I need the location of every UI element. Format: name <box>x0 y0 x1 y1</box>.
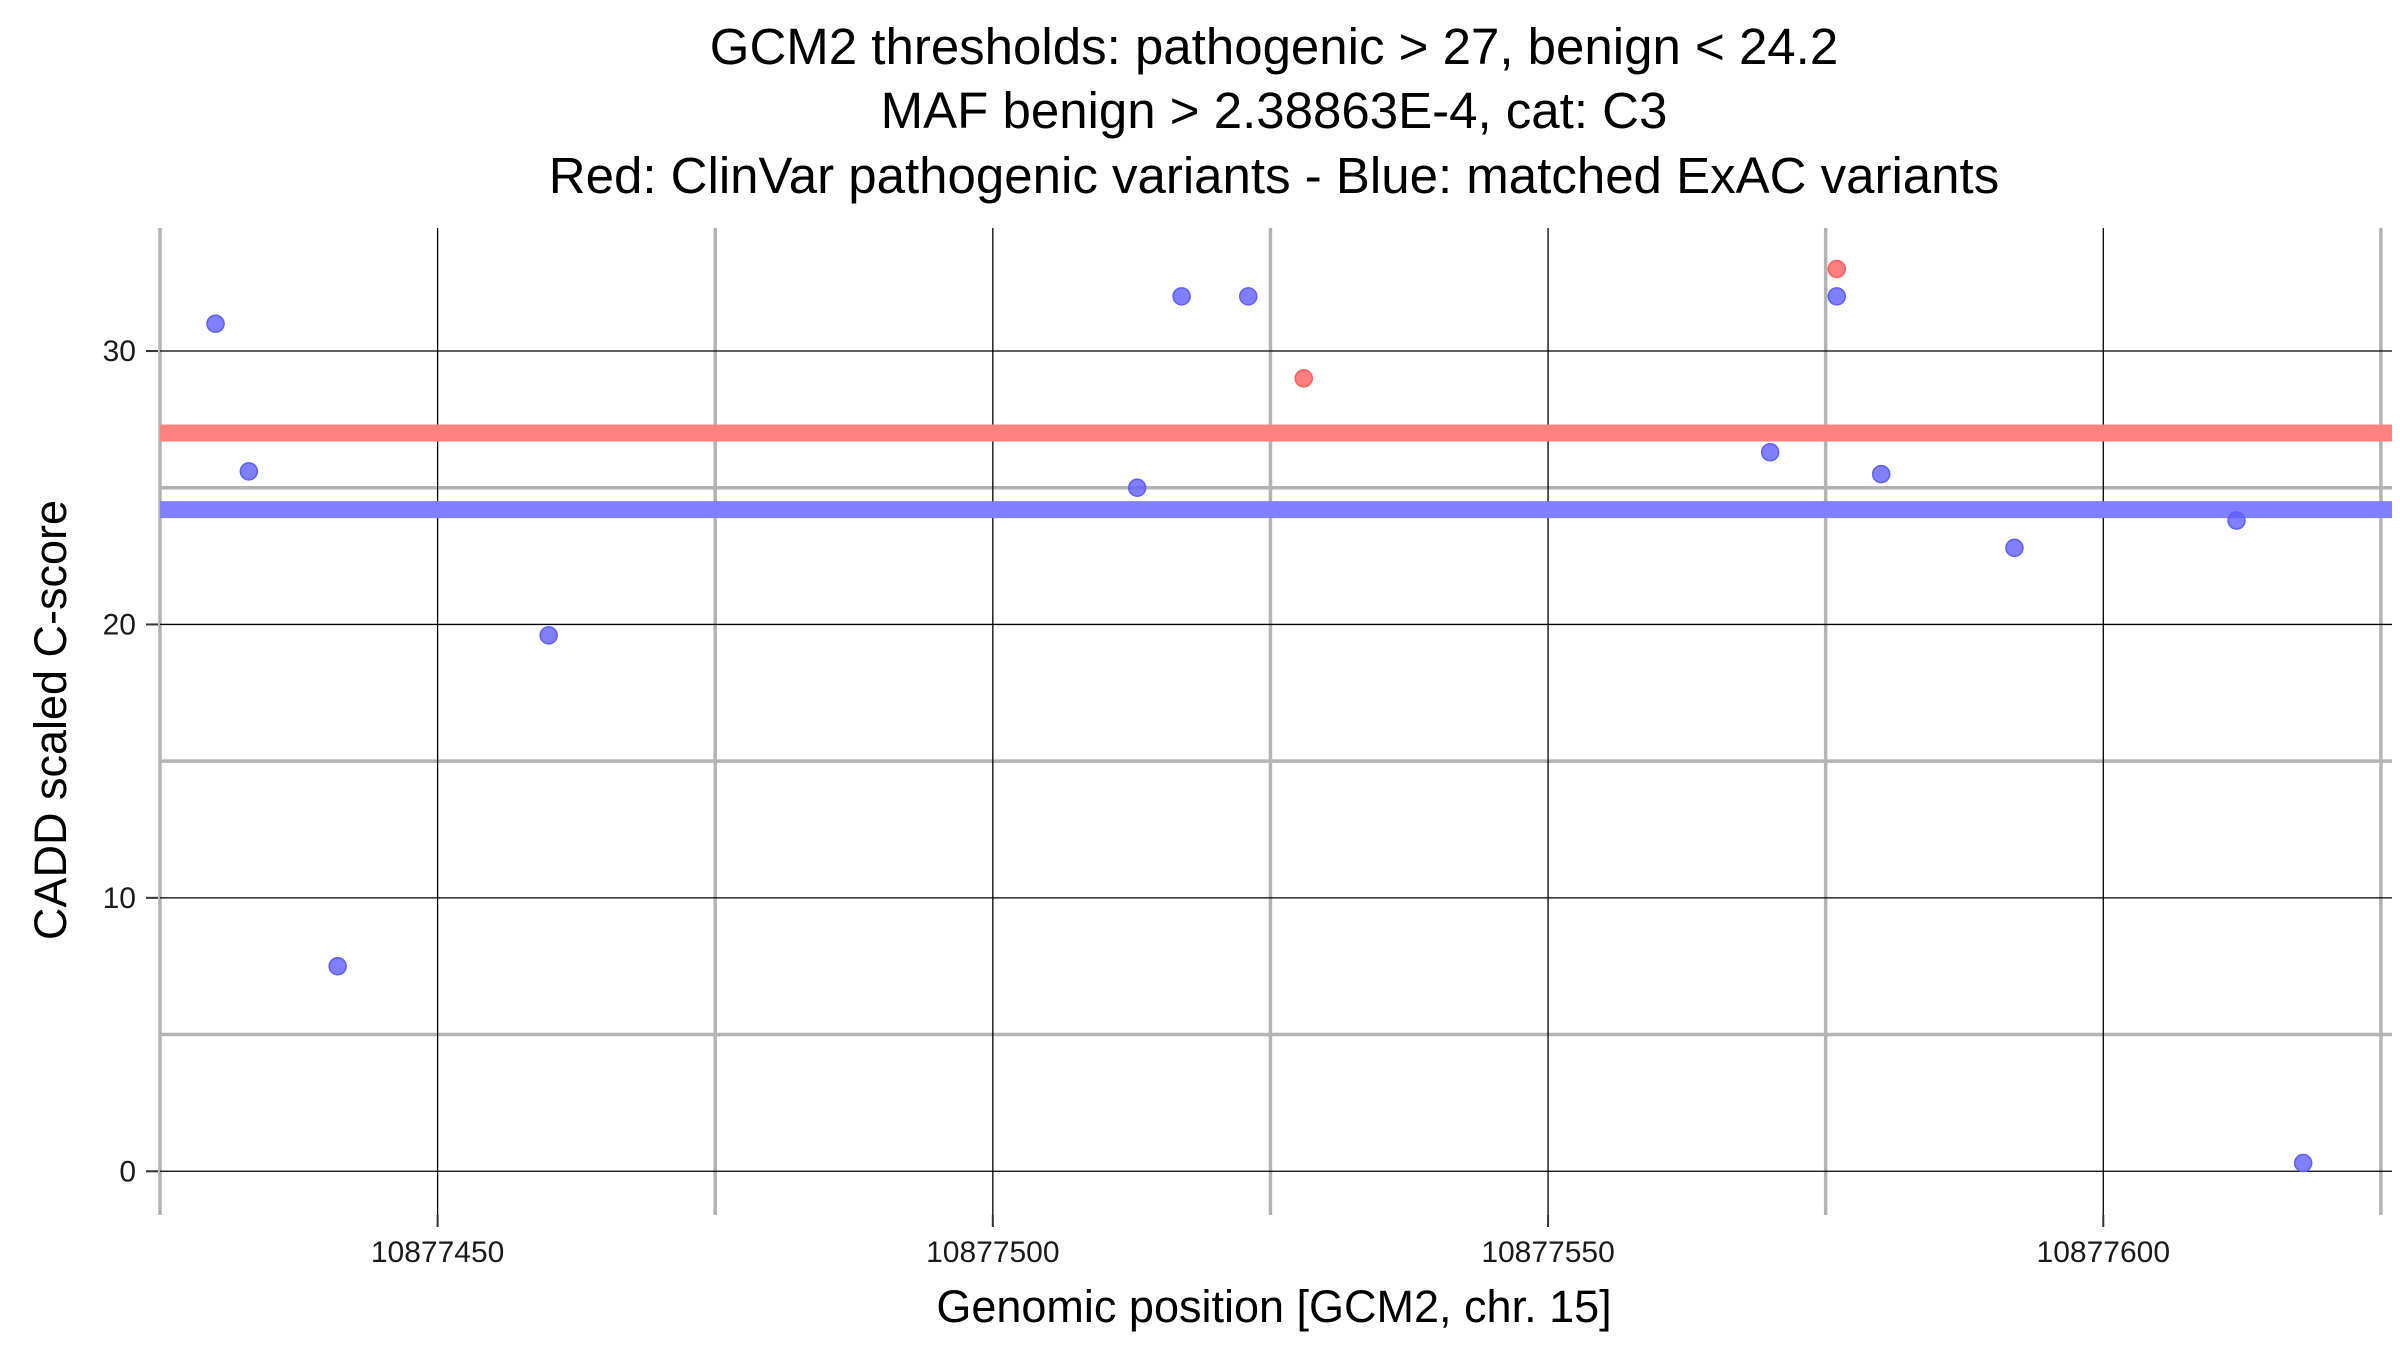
y-tick-label: 10 <box>103 882 136 915</box>
exac-point <box>206 314 225 333</box>
exac-point <box>1172 287 1191 306</box>
exac-point <box>539 626 558 645</box>
title-line-2: MAF benign > 2.38863E-4, cat: C3 <box>881 82 1668 139</box>
exac-point <box>1827 287 1847 306</box>
y-tick-label: 20 <box>103 608 136 641</box>
exac-point <box>328 956 347 976</box>
title-line-3: Red: ClinVar pathogenic variants - Blue:… <box>549 147 1999 204</box>
exac-point <box>2005 538 2024 558</box>
x-tick-label: 10877550 <box>1481 1236 1614 1269</box>
x-axis-title: Genomic position [GCM2, chr. 15] <box>936 1281 1611 1332</box>
chart-title: GCM2 thresholds: pathogenic > 27, benign… <box>549 18 1999 204</box>
clinvar-point <box>1827 259 1847 279</box>
tick-labels: 10877450 10877500 10877550 10877600 0 10 20 30 <box>103 335 2170 1269</box>
threshold-lines <box>160 424 2392 519</box>
clinvar-point <box>1294 369 1314 388</box>
title-line-1: GCM2 thresholds: pathogenic > 27, benign… <box>710 18 1838 75</box>
x-tick-label: 10877500 <box>926 1236 1059 1269</box>
x-tick-label: 10877600 <box>2037 1236 2170 1269</box>
major-gridlines <box>160 228 2392 1215</box>
exac-point <box>1871 464 1891 484</box>
x-tick-label: 10877450 <box>371 1236 504 1269</box>
exac-point <box>1238 287 1258 306</box>
exac-point <box>2227 511 2246 530</box>
exac-point <box>2293 1153 2313 1173</box>
exac-point <box>1760 442 1780 462</box>
y-axis-title: CADD scaled C-score <box>25 500 76 940</box>
exac-point <box>239 462 259 481</box>
y-tick-label: 30 <box>103 335 136 368</box>
y-tick-label: 0 <box>119 1155 136 1188</box>
exac-point <box>1127 478 1147 497</box>
axis-ticks <box>146 350 2105 1227</box>
minor-gridlines <box>158 228 2392 1215</box>
data-points <box>206 259 2313 1173</box>
